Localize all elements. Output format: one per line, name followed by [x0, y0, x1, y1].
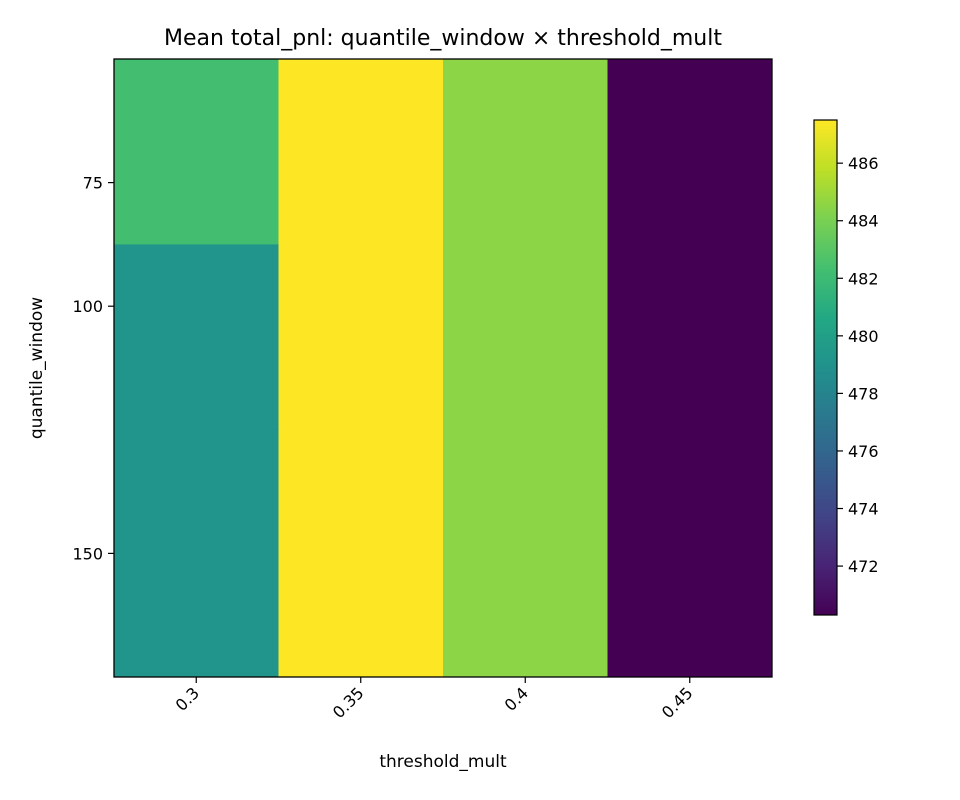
heatmap-cell: [114, 244, 279, 431]
heatmap-cell: [607, 244, 773, 431]
heatmap-cell: [278, 244, 444, 431]
y-axis-label: quantile_window: [27, 297, 47, 439]
heatmap-cells: [114, 59, 773, 678]
colorbar-tick-label: 472: [848, 557, 879, 576]
colorbar-tick-label: 486: [848, 154, 879, 173]
heatmap-cell: [114, 59, 279, 245]
heatmap-cell: [278, 59, 444, 245]
x-tick-label: 0.3: [172, 683, 203, 714]
colorbar: [813, 119, 838, 616]
chart-title: Mean total_pnl: quantile_window × thresh…: [164, 26, 722, 51]
heatmap-cell: [607, 429, 773, 678]
colorbar-tick-label: 478: [848, 384, 879, 403]
x-tick-label: 0.35: [329, 683, 368, 722]
y-tick-label: 75: [83, 174, 103, 193]
heatmap-cell: [278, 429, 444, 678]
plot-frame: [113, 58, 773, 678]
x-axis-ticks: 0.3 0.35 0.4 0.45: [172, 677, 697, 722]
heatmap-cell: [114, 429, 279, 678]
y-tick-label: 150: [72, 544, 103, 563]
colorbar-ticks: 472 474 476 478 480 482 484 486: [837, 154, 879, 576]
heatmap-cell: [443, 244, 608, 431]
heatmap-cell: [607, 59, 773, 245]
colorbar-tick-label: 476: [848, 442, 879, 461]
y-axis-ticks: 75 100 150: [72, 174, 114, 563]
heatmap-cell: [443, 59, 608, 245]
colorbar-tick-label: 474: [848, 500, 879, 519]
heatmap-cell: [443, 429, 608, 678]
x-tick-label: 0.45: [658, 683, 697, 722]
x-axis-label: threshold_mult: [379, 752, 507, 772]
y-tick-label: 100: [72, 297, 103, 316]
x-tick-label: 0.4: [501, 683, 532, 714]
colorbar-tick-label: 480: [848, 327, 879, 346]
colorbar-tick-label: 482: [848, 269, 879, 288]
colorbar-tick-label: 484: [848, 212, 879, 231]
